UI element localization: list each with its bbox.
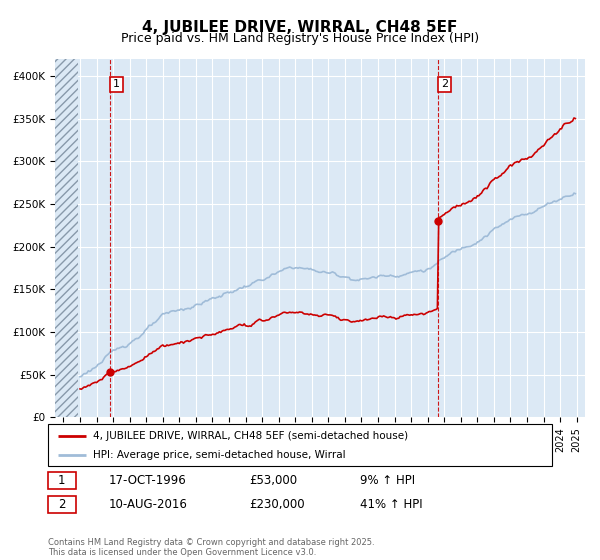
Text: £230,000: £230,000 [250, 498, 305, 511]
Bar [48, 472, 76, 489]
Text: Contains HM Land Registry data © Crown copyright and database right 2025.
This d: Contains HM Land Registry data © Crown c… [48, 538, 374, 557]
Bar [48, 496, 76, 513]
Bar [55, 59, 79, 417]
Text: 4, JUBILEE DRIVE, WIRRAL, CH48 5EF (semi-detached house): 4, JUBILEE DRIVE, WIRRAL, CH48 5EF (semi… [94, 431, 409, 441]
Text: 1: 1 [58, 474, 65, 487]
Text: HPI: Average price, semi-detached house, Wirral: HPI: Average price, semi-detached house,… [94, 450, 346, 460]
Text: 4, JUBILEE DRIVE, WIRRAL, CH48 5EF: 4, JUBILEE DRIVE, WIRRAL, CH48 5EF [142, 20, 458, 35]
Text: Price paid vs. HM Land Registry's House Price Index (HPI): Price paid vs. HM Land Registry's House … [121, 32, 479, 45]
Text: 9% ↑ HPI: 9% ↑ HPI [361, 474, 416, 487]
Text: £53,000: £53,000 [250, 474, 298, 487]
Text: 2: 2 [58, 498, 65, 511]
Text: 1: 1 [113, 80, 120, 90]
Text: 17-OCT-1996: 17-OCT-1996 [109, 474, 186, 487]
Text: 2: 2 [441, 80, 448, 90]
Text: 10-AUG-2016: 10-AUG-2016 [109, 498, 187, 511]
Text: 41% ↑ HPI: 41% ↑ HPI [361, 498, 423, 511]
